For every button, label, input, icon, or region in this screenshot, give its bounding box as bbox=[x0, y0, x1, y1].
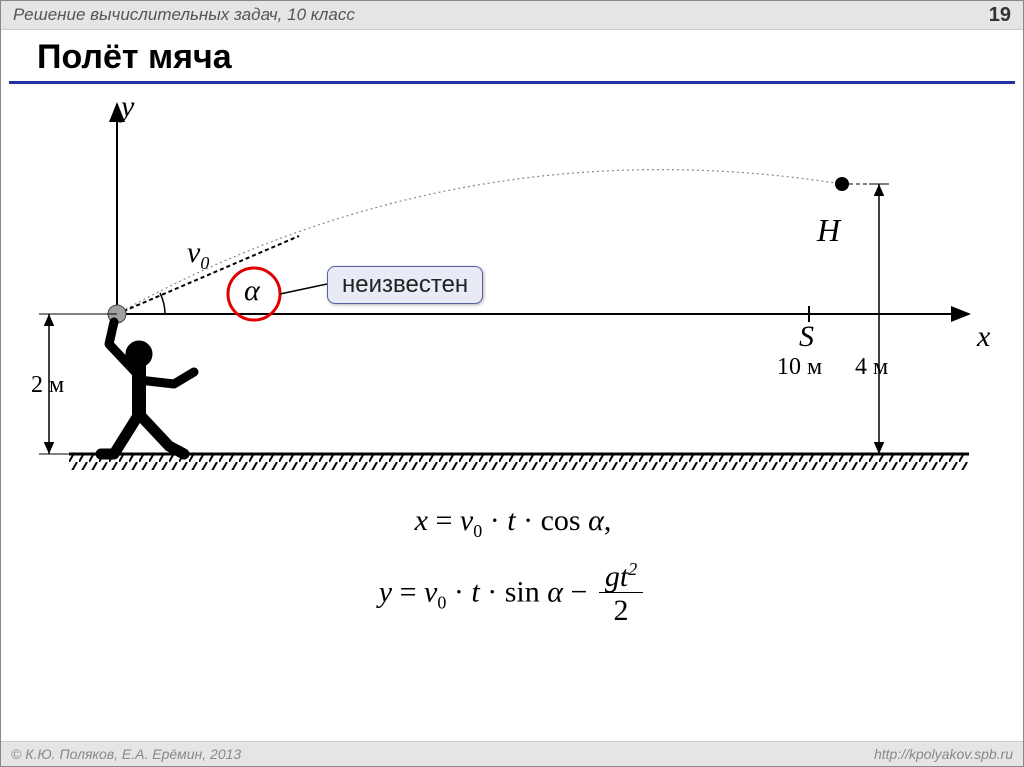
alpha-label: α bbox=[244, 274, 260, 308]
footer-copyright: © К.Ю. Поляков, Е.А. Ерёмин, 2013 bbox=[11, 746, 241, 762]
angle-arc bbox=[160, 293, 165, 314]
diagram-area: y x v0 α H S 2 м 10 м 4 м неизвестен x =… bbox=[9, 84, 1017, 724]
footer-url: http://kpolyakov.spb.ru bbox=[874, 746, 1013, 762]
v0-sub: 0 bbox=[200, 253, 209, 273]
page-number: 19 bbox=[989, 4, 1011, 27]
slide-footer: © К.Ю. Поляков, Е.А. Ерёмин, 2013 http:/… bbox=[1, 741, 1023, 766]
person-height-value: 2 м bbox=[31, 372, 64, 399]
unknown-callout: неизвестен bbox=[327, 266, 483, 304]
callout-connector bbox=[280, 284, 327, 294]
x-axis-label: x bbox=[977, 320, 990, 354]
equations-block: x = v0 · t · cos α, y = v0 · t · sin α −… bbox=[9, 504, 1017, 629]
S-label: S bbox=[799, 320, 814, 354]
person-icon bbox=[101, 322, 194, 454]
slide-title: Полёт мяча bbox=[37, 38, 1023, 77]
ground-hatch bbox=[69, 454, 969, 470]
y-axis-label: y bbox=[121, 90, 134, 124]
equation-x: x = v0 · t · cos α, bbox=[9, 504, 1017, 542]
slide-header: Решение вычислительных задач, 10 класс 1… bbox=[1, 1, 1023, 30]
v0-label: v0 bbox=[187, 236, 209, 274]
S-value: 10 м bbox=[777, 354, 822, 381]
equation-y: y = v0 · t · sin α − gt2 2 bbox=[9, 560, 1017, 629]
slide: Решение вычислительных задач, 10 класс 1… bbox=[0, 0, 1024, 767]
v0-v: v bbox=[187, 236, 200, 269]
header-subject: Решение вычислительных задач, 10 класс bbox=[13, 5, 355, 25]
H-label: H bbox=[817, 212, 840, 249]
H-value: 4 м bbox=[855, 354, 888, 381]
